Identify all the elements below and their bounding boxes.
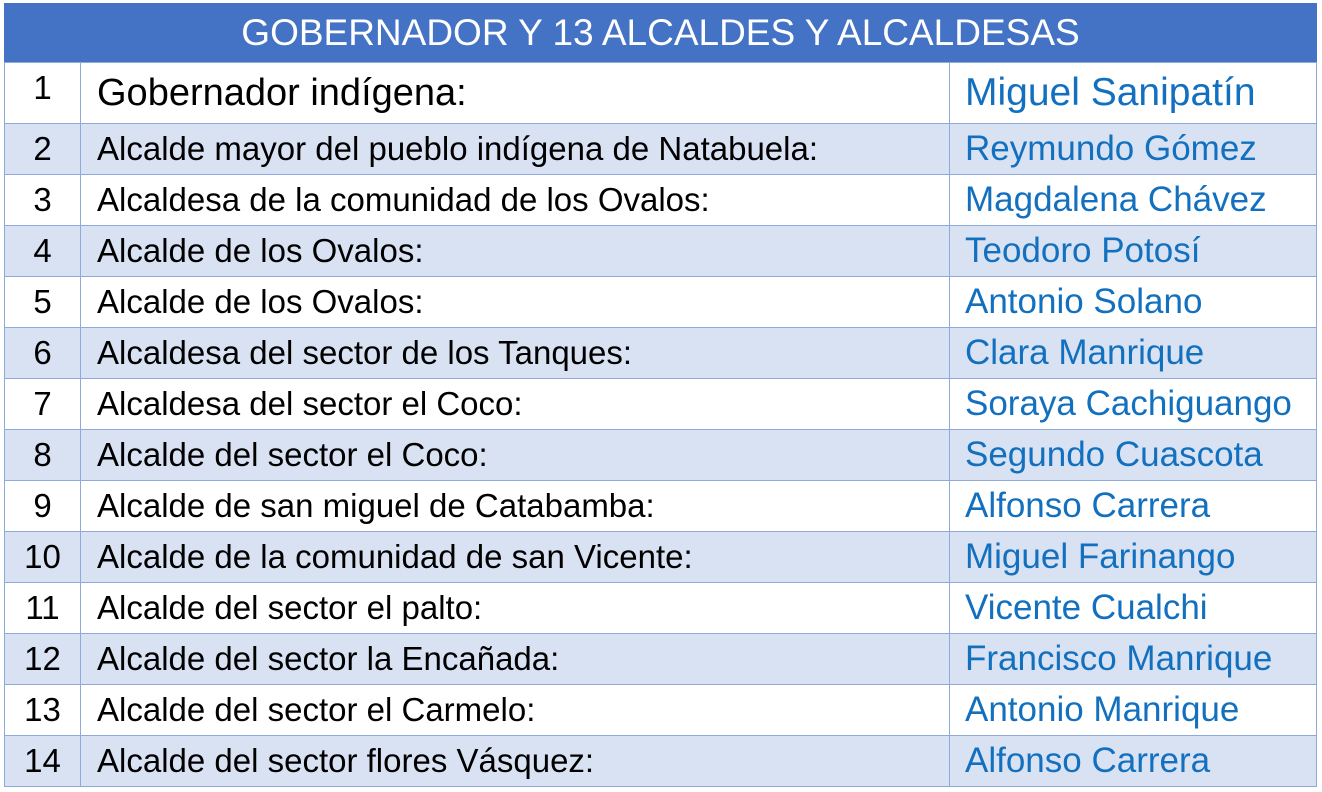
name-cell: Antonio Manrique: [949, 684, 1317, 736]
role-cell: Alcaldesa del sector el Coco:: [80, 378, 950, 430]
table-row: 3 Alcaldesa de la comunidad de los Ovalos…: [4, 174, 1317, 226]
name-cell: Teodoro Potosí: [949, 225, 1317, 277]
row-number: 3: [4, 174, 81, 226]
row-number: 4: [4, 225, 81, 277]
row-number: 6: [4, 327, 81, 379]
role-cell: Alcaldesa de la comunidad de los Ovalos:: [80, 174, 950, 226]
row-number: 2: [4, 123, 81, 175]
role-cell: Alcalde mayor del pueblo indígena de Nat…: [80, 123, 950, 175]
role-cell: Alcaldesa del sector de los Tanques:: [80, 327, 950, 379]
name-cell: Reymundo Gómez: [949, 123, 1317, 175]
table-row: 5 Alcalde de los Ovalos: Antonio Solano: [4, 276, 1317, 328]
name-cell: Alfonso Carrera: [949, 735, 1317, 787]
table-row: 12 Alcalde del sector la Encañada: Francis…: [4, 633, 1317, 685]
row-number: 14: [4, 735, 81, 787]
name-cell: Francisco Manrique: [949, 633, 1317, 685]
role-cell: Gobernador indígena:: [80, 62, 950, 124]
table-row: 2 Alcalde mayor del pueblo indígena de Na…: [4, 123, 1317, 175]
row-number: 8: [4, 429, 81, 481]
row-number: 13: [4, 684, 81, 736]
row-number: 5: [4, 276, 81, 328]
name-cell: Segundo Cuascota: [949, 429, 1317, 481]
table-row: 1 Gobernador indígena: Miguel Sanipatín: [4, 62, 1317, 124]
row-number: 9: [4, 480, 81, 532]
table-title: GOBERNADOR Y 13 ALCALDES Y ALCALDESAS: [4, 3, 1317, 63]
table-row: 9 Alcalde de san miguel de Catabamba: Alfo…: [4, 480, 1317, 532]
role-cell: Alcalde del sector la Encañada:: [80, 633, 950, 685]
role-cell: Alcalde del sector el palto:: [80, 582, 950, 634]
name-cell: Soraya Cachiguango: [949, 378, 1317, 430]
table-row: 4 Alcalde de los Ovalos: Teodoro Potosí: [4, 225, 1317, 277]
role-cell: Alcalde de los Ovalos:: [80, 276, 950, 328]
name-cell: Miguel Sanipatín: [949, 62, 1317, 124]
table-row: 14 Alcalde del sector flores Vásquez: Alfo…: [4, 735, 1317, 787]
role-cell: Alcalde de la comunidad de san Vicente:: [80, 531, 950, 583]
name-cell: Antonio Solano: [949, 276, 1317, 328]
table-row: 13 Alcalde del sector el Carmelo: Antonio …: [4, 684, 1317, 736]
role-cell: Alcalde de los Ovalos:: [80, 225, 950, 277]
table-row: 10 Alcalde de la comunidad de san Vicente…: [4, 531, 1317, 583]
row-number: 12: [4, 633, 81, 685]
role-cell: Alcalde del sector el Coco:: [80, 429, 950, 481]
name-cell: Magdalena Chávez: [949, 174, 1317, 226]
row-number: 10: [4, 531, 81, 583]
row-number: 1: [4, 62, 81, 124]
table-row: 6 Alcaldesa del sector de los Tanques: Cla…: [4, 327, 1317, 379]
name-cell: Clara Manrique: [949, 327, 1317, 379]
name-cell: Miguel Farinango: [949, 531, 1317, 583]
name-cell: Alfonso Carrera: [949, 480, 1317, 532]
row-number: 11: [4, 582, 81, 634]
table-row: 7 Alcaldesa del sector el Coco: Soraya Cac…: [4, 378, 1317, 430]
table-row: 8 Alcalde del sector el Coco: Segundo Cuas…: [4, 429, 1317, 481]
name-cell: Vicente Cualchi: [949, 582, 1317, 634]
role-cell: Alcalde del sector el Carmelo:: [80, 684, 950, 736]
role-cell: Alcalde del sector flores Vásquez:: [80, 735, 950, 787]
table-row: 11 Alcalde del sector el palto: Vicente Cu…: [4, 582, 1317, 634]
role-cell: Alcalde de san miguel de Catabamba:: [80, 480, 950, 532]
row-number: 7: [4, 378, 81, 430]
